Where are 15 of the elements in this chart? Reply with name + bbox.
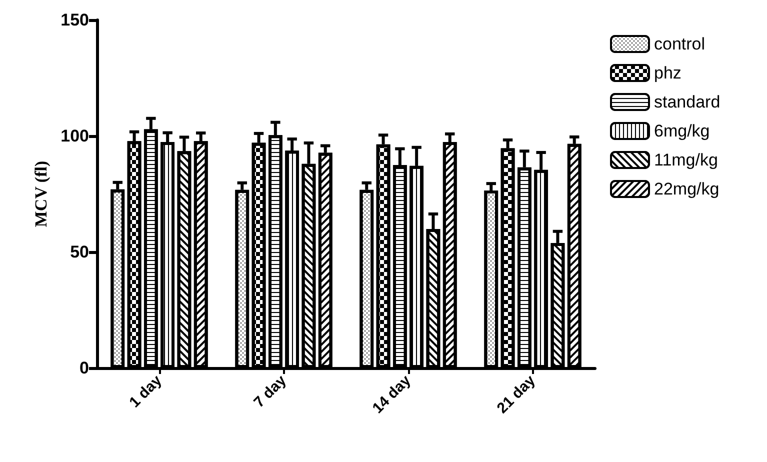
y-tick-label: 0 (80, 358, 89, 378)
legend-label: phz (654, 64, 682, 82)
legend-label: standard (654, 92, 720, 112)
y-tick-label: 50 (70, 242, 89, 262)
y-tick-label: 100 (60, 126, 89, 146)
legend-label: 11mg/kg (654, 150, 718, 170)
legend-label: control (654, 34, 706, 54)
y-tick-label: 150 (60, 10, 89, 30)
legend-label: 6mg/kg (654, 122, 710, 140)
x-tick-label: 14 day (369, 372, 415, 417)
y-axis-title: MCV (fl) (32, 160, 51, 228)
x-tick-label: 21 day (494, 372, 540, 417)
x-tick-label: 7 day (250, 372, 290, 412)
x-tick-label: 1 day (126, 372, 166, 412)
legend-label: 22mg/kg (654, 180, 720, 198)
